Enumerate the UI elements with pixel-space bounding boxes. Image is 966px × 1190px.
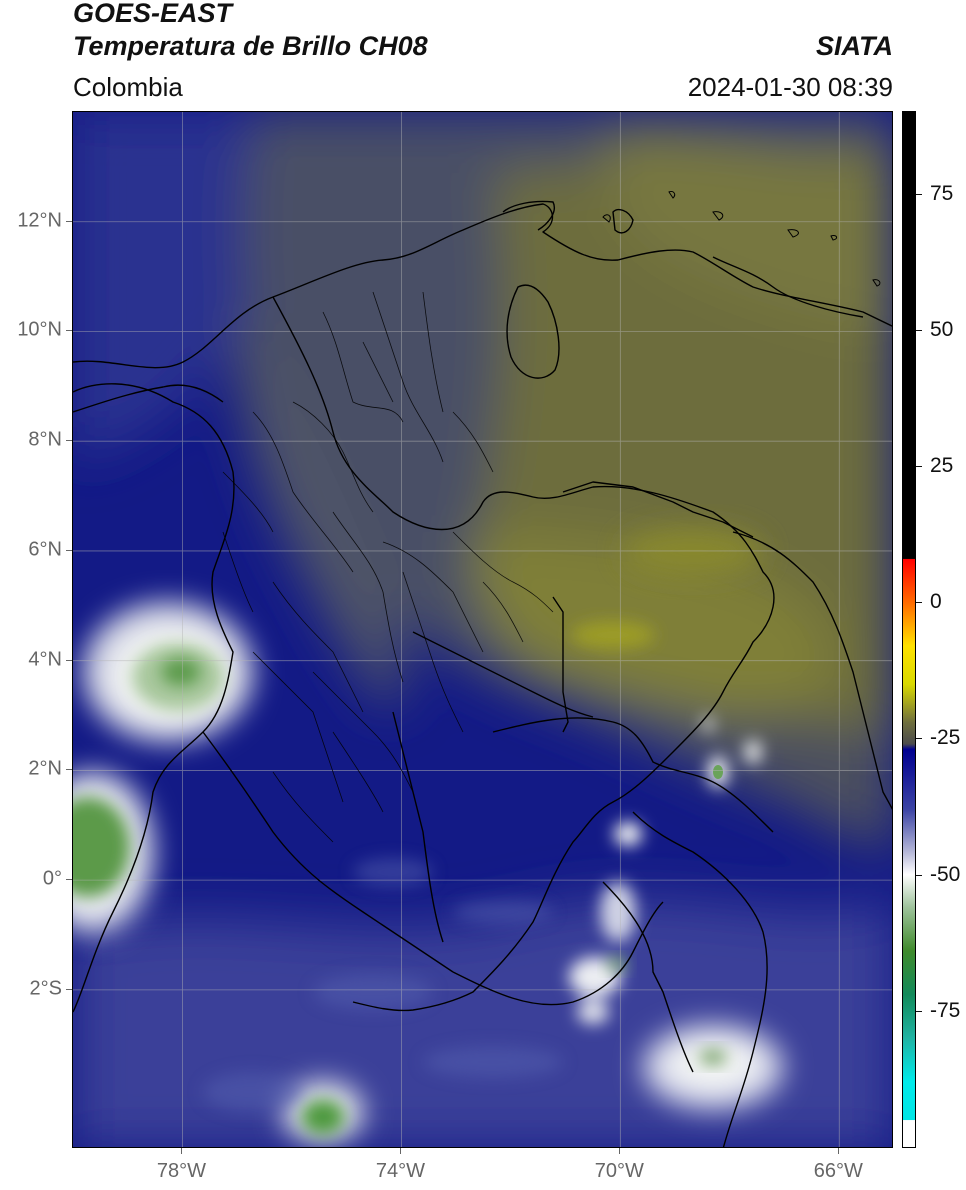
- colorbar-tick-mark: [916, 874, 922, 876]
- lat-tick-label: 10°N: [17, 318, 62, 341]
- guaviare-line: [412, 631, 594, 718]
- cold-core-south: [301, 1099, 345, 1135]
- region-label: Colombia: [73, 72, 183, 102]
- lat-tick-mark: [66, 659, 72, 661]
- lon-tick-mark: [619, 1148, 621, 1154]
- boundary-lines: [73, 200, 892, 1147]
- colorbar-fill: [903, 112, 915, 1147]
- colorbar-tick-mark: [916, 466, 922, 468]
- lat-tick-mark: [66, 220, 72, 222]
- colorbar-tick-label: 75: [930, 181, 954, 205]
- lon-tick-mark: [838, 1148, 840, 1154]
- lon-tick-mark: [181, 1148, 183, 1154]
- colorbar-tick-mark: [916, 738, 922, 740]
- lat-tick-mark: [66, 440, 72, 442]
- field-llanos-olive: [471, 532, 834, 715]
- lat-tick-label: 0°: [42, 867, 62, 890]
- colorbar-tick-label: -25: [930, 726, 961, 750]
- department-lines: [222, 291, 554, 843]
- field-andes-slate: [233, 312, 404, 712]
- lat-tick-mark: [66, 549, 72, 551]
- meta-vichada-line: [552, 596, 569, 733]
- convective-cell-guainia: [703, 716, 761, 788]
- lat-tick-label: 4°N: [28, 648, 62, 671]
- paraguana-peninsula: [612, 208, 634, 234]
- amazonas-line: [602, 881, 694, 1073]
- guajira-peninsula: [502, 200, 555, 231]
- venezuela-coast-east: [712, 256, 864, 318]
- lat-tick-mark: [66, 330, 72, 332]
- convective-cell-amazon: [643, 1025, 783, 1109]
- cold-core-west: [73, 797, 130, 897]
- llanos-divide: [562, 481, 754, 538]
- lat-tick-label: 12°N: [17, 209, 62, 232]
- brand-label: SIATA: [816, 31, 893, 61]
- venezuela-south-border: [492, 717, 774, 833]
- satellite-map[interactable]: [72, 111, 893, 1148]
- central-border-west: [392, 711, 444, 943]
- cold-core-pacific-deep: [161, 658, 201, 686]
- field-northeast-olive: [605, 132, 892, 332]
- lat-tick-label: 2°N: [28, 757, 62, 780]
- lat-tick-label: 8°N: [28, 428, 62, 451]
- colorbar-tick-mark: [916, 602, 922, 604]
- lon-tick-label: 66°W: [813, 1160, 863, 1182]
- lon-tick-mark: [400, 1148, 402, 1154]
- lat-tick-label: 6°N: [28, 538, 62, 561]
- warm-spot-yellow: [571, 621, 655, 649]
- maracaibo-lake: [506, 284, 560, 379]
- peru-border: [452, 901, 664, 1006]
- islands: [602, 191, 881, 287]
- panama-coast: [73, 384, 224, 413]
- colorbar-tick-mark: [916, 329, 922, 331]
- lat-tick-mark: [66, 879, 72, 881]
- cold-core-vaupes: [607, 957, 627, 971]
- graticule: [73, 112, 892, 1147]
- colorbar-tick-label: 50: [930, 317, 954, 341]
- cold-core-guainia: [713, 765, 723, 779]
- colorbar-tick-label: 25: [930, 454, 954, 478]
- product-title: Temperatura de Brillo CH08: [73, 31, 428, 61]
- colorbar-tick-label: 0: [930, 590, 942, 614]
- colombia-outer-border: [272, 296, 775, 1012]
- colorbar-tick-label: -75: [930, 998, 961, 1022]
- pacific-coast: [73, 383, 235, 1013]
- ecuador-border: [202, 731, 454, 973]
- warm-spot-olive: [623, 528, 763, 576]
- satellite-title: GOES-EAST: [73, 0, 233, 28]
- colorbar-tick-mark: [916, 193, 922, 195]
- lon-tick-label: 70°W: [594, 1160, 644, 1182]
- brazil-border: [632, 811, 768, 1147]
- colorbar-tick-mark: [916, 1010, 922, 1012]
- timestamp-label: 2024-01-30 08:39: [687, 72, 893, 102]
- lat-tick-label: 2°S: [29, 977, 62, 1000]
- colorbar-gradient: [903, 112, 915, 1147]
- field-southeast-gray: [753, 712, 892, 852]
- venezuela-east-border: [732, 531, 892, 810]
- colorbar-tick-label: -50: [930, 862, 961, 886]
- lat-tick-mark: [66, 769, 72, 771]
- field-southern-blue: [73, 897, 892, 1147]
- lon-tick-label: 74°W: [375, 1160, 425, 1182]
- caribbean-coast: [73, 203, 892, 369]
- cold-core-amazon: [699, 1049, 727, 1065]
- colorbar: [902, 111, 916, 1148]
- lat-tick-mark: [66, 988, 72, 990]
- lon-tick-label: 78°W: [156, 1160, 207, 1182]
- map-canvas: [73, 112, 892, 1147]
- cirrus-streaks: [203, 858, 563, 1112]
